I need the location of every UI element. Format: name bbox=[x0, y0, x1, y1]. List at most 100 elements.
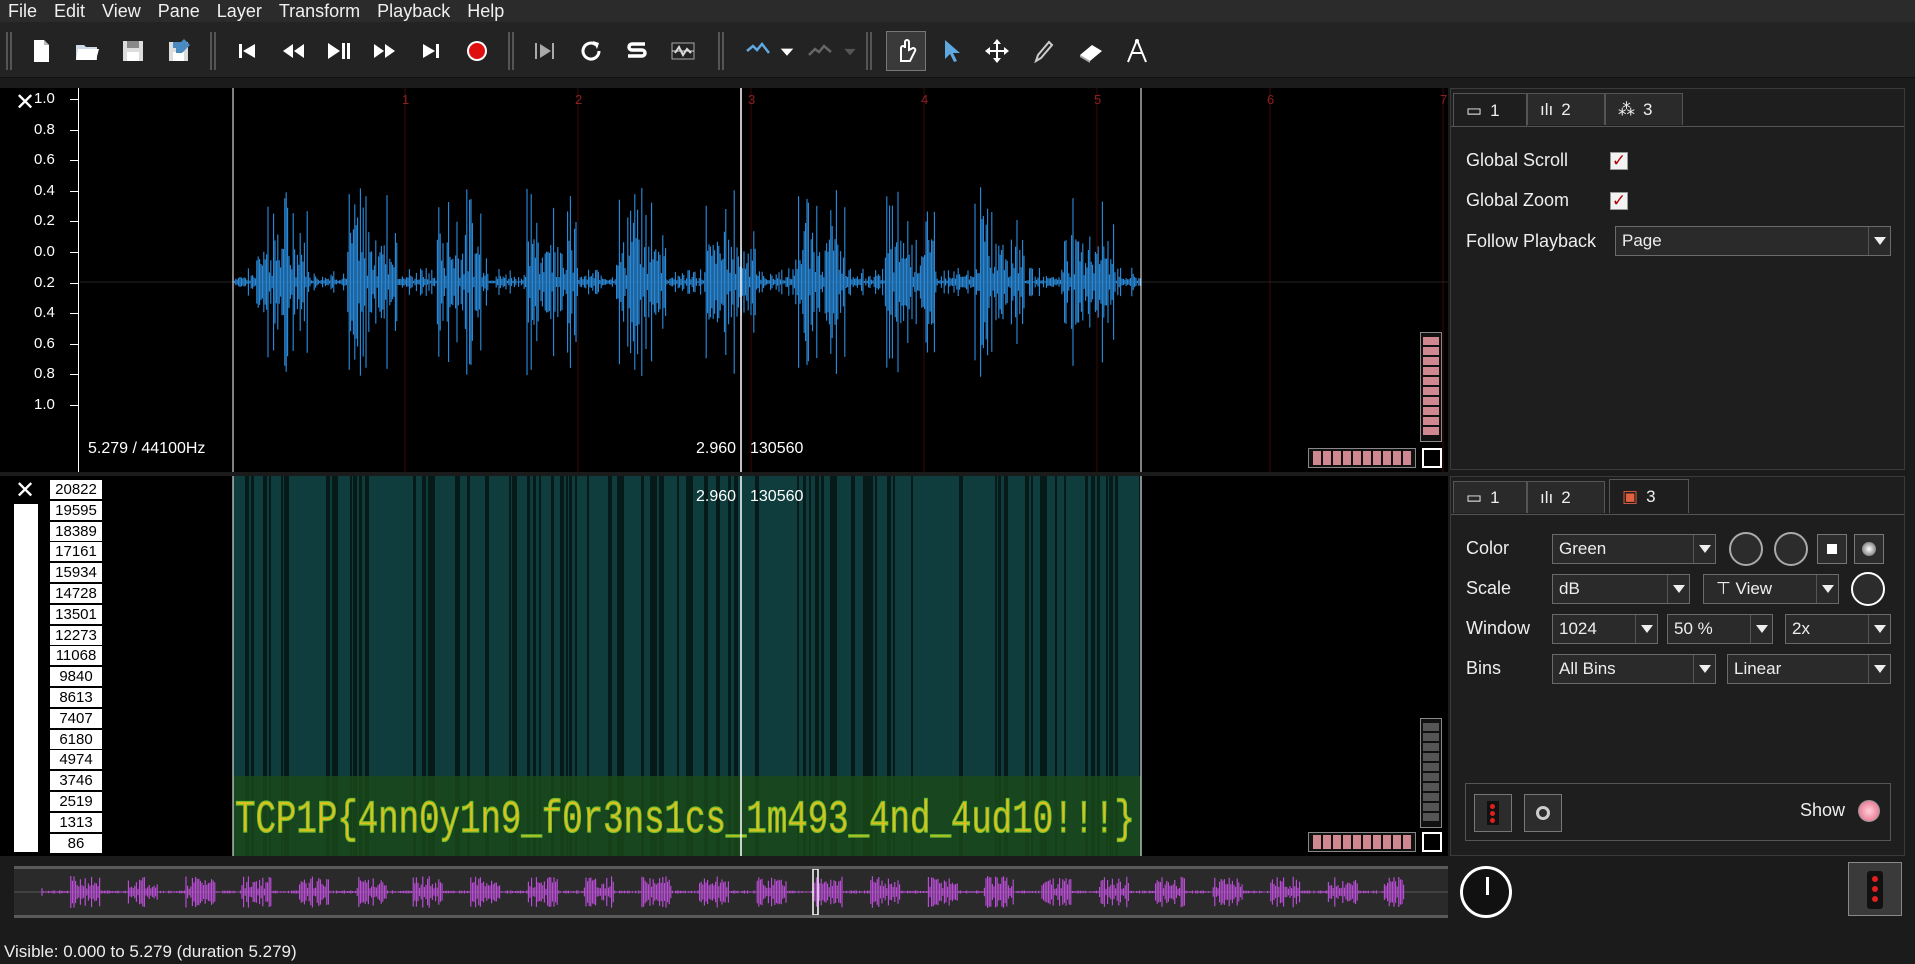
erase-icon[interactable] bbox=[1074, 34, 1108, 68]
waveform-canvas[interactable]: 1 2 3 4 5 6 7 bbox=[80, 88, 1448, 472]
global-zoom-checkbox[interactable]: ✓ bbox=[1610, 191, 1628, 210]
spectrogram-column bbox=[527, 476, 530, 856]
tab-layer-1[interactable]: ▭ 1 bbox=[1453, 481, 1527, 513]
ruler-mark-label: 6 bbox=[1267, 92, 1274, 107]
oversampling-select[interactable]: 2x bbox=[1785, 614, 1891, 644]
play-layer-icon[interactable] bbox=[1524, 794, 1562, 832]
tab-layer-3[interactable]: ▣ 3 bbox=[1609, 479, 1689, 513]
normalize-view-select[interactable]: ⊤ View bbox=[1703, 574, 1839, 604]
playback-speed-knob[interactable] bbox=[1460, 866, 1512, 918]
spectrogram-column bbox=[251, 476, 254, 856]
gain-knob[interactable] bbox=[1729, 532, 1763, 566]
loop-icon[interactable] bbox=[574, 34, 608, 68]
new-file-icon[interactable] bbox=[24, 34, 58, 68]
save-as-icon[interactable] bbox=[162, 34, 196, 68]
layer-color-button[interactable] bbox=[1848, 862, 1902, 916]
forward-end-icon[interactable] bbox=[414, 34, 448, 68]
spectrogram-column bbox=[551, 476, 554, 856]
spectrogram-column bbox=[995, 476, 997, 856]
overview-waveform[interactable] bbox=[14, 868, 1448, 916]
spectrogram-column bbox=[353, 476, 357, 856]
zoom-reset-button[interactable] bbox=[1422, 448, 1442, 468]
y-tick-label: 0.6 bbox=[34, 151, 55, 169]
spectrogram-canvas[interactable]: TCP1P{4nn0y1n9_f0r3ns1cs_1m493_4nd_4ud10… bbox=[112, 476, 1448, 856]
normalize-icon[interactable] bbox=[666, 34, 700, 68]
chevron-down-icon bbox=[1868, 227, 1890, 255]
zoom-reset-button[interactable] bbox=[1422, 832, 1442, 852]
square-normalize-button[interactable] bbox=[1817, 534, 1847, 564]
ruler-mark-label: 4 bbox=[921, 92, 928, 107]
menu-edit[interactable]: Edit bbox=[54, 0, 86, 21]
tab-layer-2[interactable]: ılı 2 bbox=[1527, 93, 1605, 125]
show-toggle[interactable] bbox=[1858, 800, 1880, 822]
spectrogram-column bbox=[467, 476, 470, 856]
undo-icon[interactable] bbox=[738, 34, 778, 68]
spectrogram-pane[interactable]: ✕ 20822 19595 18389 17161 15934 14728 13501 122… bbox=[0, 476, 1448, 856]
redo-dropdown-icon[interactable] bbox=[840, 34, 860, 68]
bins-scale-select[interactable]: Linear bbox=[1727, 654, 1891, 684]
menu-layer[interactable]: Layer bbox=[216, 0, 262, 21]
menu-transform[interactable]: Transform bbox=[278, 0, 361, 21]
draw-pencil-icon[interactable] bbox=[1026, 34, 1060, 68]
follow-playback-select[interactable]: Page bbox=[1615, 226, 1891, 256]
menu-view[interactable]: View bbox=[102, 0, 141, 21]
spectrogram-column bbox=[359, 476, 362, 856]
close-pane-icon[interactable]: ✕ bbox=[15, 89, 36, 116]
close-pane-icon[interactable]: ✕ bbox=[15, 477, 36, 504]
threshold-knob[interactable] bbox=[1851, 572, 1885, 606]
waveform-pane[interactable]: ✕ 1.0 0.8 0.6 0.4 0.2 0.0 0.2 0.4 0.6 0.8 1.0 1 2 3 4… bbox=[0, 88, 1448, 472]
frequency-tick-label: 86 bbox=[50, 833, 102, 854]
measure-icon[interactable] bbox=[1120, 34, 1154, 68]
select-value: 50 % bbox=[1674, 619, 1713, 638]
spectrogram-icon: ▣ bbox=[1622, 486, 1639, 506]
tab-layer-2[interactable]: ılı 2 bbox=[1527, 481, 1605, 513]
global-scroll-checkbox[interactable]: ✓ bbox=[1610, 151, 1628, 170]
select-arrow-icon[interactable] bbox=[934, 34, 968, 68]
spectrogram-column bbox=[803, 476, 806, 856]
spectrogram-column bbox=[566, 476, 568, 856]
color-select[interactable]: Green bbox=[1552, 534, 1716, 564]
spectrogram-column bbox=[587, 476, 589, 856]
spectrogram-column bbox=[539, 476, 541, 856]
overview-pane[interactable] bbox=[14, 866, 1448, 918]
play-pause-icon[interactable] bbox=[322, 34, 356, 68]
redo-icon[interactable] bbox=[800, 34, 840, 68]
menu-playback[interactable]: Playback bbox=[377, 0, 451, 21]
spectrogram-column bbox=[335, 476, 338, 856]
vertical-zoom-meter[interactable] bbox=[1420, 332, 1442, 442]
menu-file[interactable]: File bbox=[8, 0, 38, 21]
window-size-select[interactable]: 1024 bbox=[1552, 614, 1658, 644]
window-overlap-select[interactable]: 50 % bbox=[1667, 614, 1773, 644]
smooth-button[interactable] bbox=[1854, 534, 1884, 564]
vertical-zoom-meter[interactable] bbox=[1420, 718, 1442, 828]
spectrogram-column bbox=[893, 476, 895, 856]
navigate-hand-icon[interactable] bbox=[886, 31, 926, 71]
move-icon[interactable] bbox=[980, 34, 1014, 68]
save-icon[interactable] bbox=[116, 34, 150, 68]
spectrogram-column bbox=[875, 476, 877, 856]
bins-select[interactable]: All Bins bbox=[1552, 654, 1716, 684]
open-folder-icon[interactable] bbox=[70, 34, 104, 68]
menu-help[interactable]: Help bbox=[467, 0, 505, 21]
layer-color-icon[interactable] bbox=[1474, 794, 1512, 832]
solo-icon[interactable] bbox=[620, 34, 654, 68]
record-icon[interactable] bbox=[460, 34, 494, 68]
frequency-tick-label: 2519 bbox=[50, 792, 102, 812]
spectrogram-column bbox=[569, 476, 572, 856]
color-rotation-knob[interactable] bbox=[1774, 532, 1808, 566]
fast-forward-icon[interactable] bbox=[368, 34, 402, 68]
horizontal-zoom-meter[interactable] bbox=[1308, 832, 1416, 852]
rewind-icon[interactable] bbox=[276, 34, 310, 68]
spectrogram-column bbox=[716, 476, 720, 856]
horizontal-zoom-meter[interactable] bbox=[1308, 448, 1416, 468]
tab-layer-1[interactable]: ▭ 1 bbox=[1453, 93, 1527, 127]
chevron-down-icon bbox=[1816, 575, 1838, 603]
menu-pane[interactable]: Pane bbox=[157, 0, 200, 21]
frequency-tick-label: 19595 bbox=[50, 500, 102, 521]
undo-dropdown-icon[interactable] bbox=[776, 34, 798, 68]
scale-select[interactable]: dB bbox=[1552, 574, 1690, 604]
play-selection-icon[interactable] bbox=[528, 34, 562, 68]
spectrogram-column bbox=[959, 476, 963, 856]
tab-layer-3[interactable]: ⁂ 3 bbox=[1605, 93, 1683, 125]
rewind-start-icon[interactable] bbox=[230, 34, 264, 68]
